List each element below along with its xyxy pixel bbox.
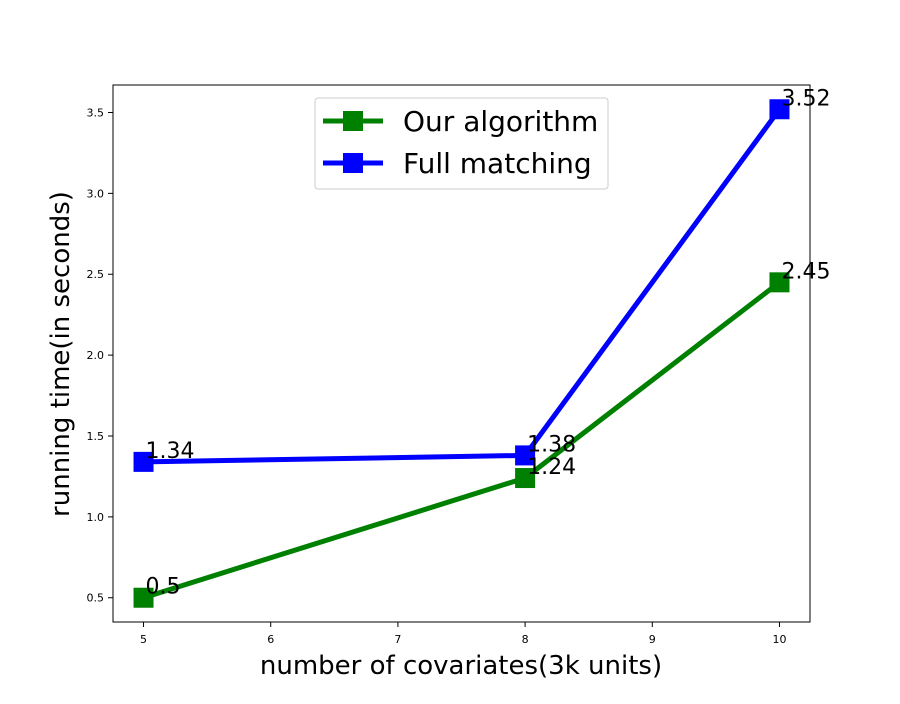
data-label-our-algorithm: 2.45 — [781, 259, 830, 284]
y-tick-label: 1.0 — [87, 511, 105, 524]
data-label-full-matching: 1.34 — [146, 439, 195, 464]
data-point-full-matching — [133, 451, 154, 472]
data-point-full-matching — [515, 445, 536, 466]
y-tick-label: 3.5 — [87, 106, 105, 119]
x-tick-label: 10 — [772, 633, 786, 646]
data-label-layer: 0.5 1.24 2.45 1.34 1.38 3.52 — [146, 86, 831, 599]
data-label-our-algorithm: 1.24 — [527, 455, 576, 480]
y-axis-label: running time(in seconds) — [46, 191, 76, 517]
plot-area-frame — [112, 84, 811, 623]
x-tick-label: 8 — [522, 633, 529, 646]
data-point-full-matching — [769, 99, 790, 120]
y-tick-label: 0.5 — [87, 592, 105, 605]
series-layer — [133, 99, 790, 608]
legend-label-our-algorithm: Our algorithm — [403, 105, 598, 138]
legend-box — [314, 97, 609, 190]
x-tick-label: 7 — [394, 633, 401, 646]
y-tick-label: 2.5 — [87, 268, 105, 281]
data-label-full-matching: 3.52 — [781, 86, 830, 111]
legend-marker-full-matching — [343, 153, 363, 173]
axis-layer: 5 6 7 8 9 10 0.5 1.0 1.5 2.0 2.5 3.0 3.5 — [87, 106, 787, 646]
legend-marker-our-algorithm — [343, 111, 363, 131]
y-tick-label: 2.0 — [87, 349, 105, 362]
x-tick-label: 6 — [267, 633, 274, 646]
data-label-our-algorithm: 0.5 — [146, 575, 181, 600]
data-point-our-algorithm — [133, 587, 154, 608]
legend: Our algorithm Full matching — [314, 97, 609, 190]
x-axis-label: number of covariates(3k units) — [260, 651, 662, 681]
x-tick-label: 5 — [140, 633, 147, 646]
data-label-full-matching: 1.38 — [527, 432, 576, 457]
data-point-our-algorithm — [515, 468, 536, 489]
y-tick-label: 1.5 — [87, 430, 105, 443]
data-point-our-algorithm — [769, 272, 790, 293]
legend-label-full-matching: Full matching — [403, 147, 592, 180]
y-tick-label: 3.0 — [87, 187, 105, 200]
x-tick-label: 9 — [649, 633, 656, 646]
